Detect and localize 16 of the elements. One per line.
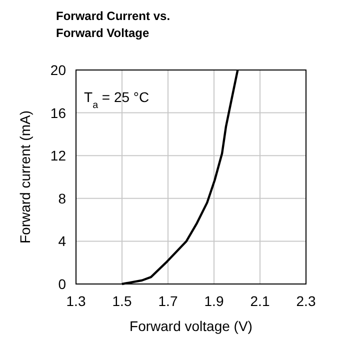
y-axis-title: Forward current (mA) (17, 110, 33, 244)
x-tick-label: 2.3 (296, 293, 316, 309)
chart-title: Forward Current vs. Forward Voltage (56, 9, 170, 40)
y-tick-label: 8 (58, 190, 66, 206)
y-tick-label: 20 (50, 62, 66, 78)
x-tick-label: 1.7 (158, 293, 178, 309)
x-axis-title: Forward voltage (V) (130, 318, 252, 334)
x-tick-label: 1.9 (204, 293, 224, 309)
x-tick-label: 1.3 (66, 293, 86, 309)
annotation: T$_{a}$ = 25 °C (84, 89, 150, 110)
x-tick-label: 2.1 (250, 293, 270, 309)
y-tick-label: 0 (58, 276, 66, 292)
y-tick-label: 12 (50, 148, 66, 164)
y-tick-label: 16 (50, 104, 66, 121)
y-tick-label: 4 (58, 233, 66, 250)
x-tick-label: 1.5 (112, 293, 132, 309)
